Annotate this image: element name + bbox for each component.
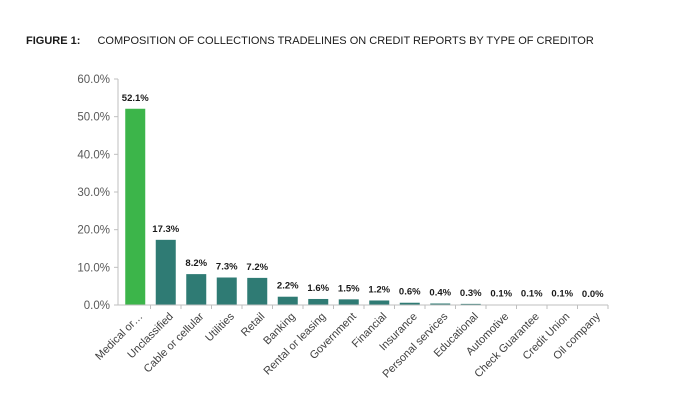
y-tick-label: 0.0% — [84, 300, 110, 312]
bar — [308, 298, 329, 305]
bar — [216, 277, 237, 305]
data-label: 17.3% — [152, 224, 179, 235]
bar — [186, 274, 207, 305]
bar — [460, 303, 481, 305]
data-label: 7.2% — [246, 262, 268, 273]
y-tick-label: 50.0% — [77, 112, 110, 124]
data-label: 0.1% — [551, 289, 573, 300]
y-axis: 0.0% 10.0% 20.0% 30.0% 40.0% 50.0% 60.0% — [77, 74, 119, 312]
data-label: 1.2% — [368, 284, 390, 295]
bar — [430, 303, 451, 305]
data-label: 0.1% — [521, 289, 543, 300]
bar — [277, 296, 298, 305]
data-labels: 52.1% 17.3% 8.2% 7.3% 7.2% 2.2% 1.6% 1.5% 1.2% 0.… — [122, 93, 604, 300]
bar — [247, 277, 268, 305]
y-tick-label: 20.0% — [77, 225, 110, 237]
data-label: 1.5% — [338, 283, 360, 294]
data-label: 0.1% — [490, 289, 512, 300]
data-label: 0.3% — [460, 288, 482, 299]
figure-header: FIGURE 1: COMPOSITION OF COLLECTIONS TRA… — [26, 35, 594, 47]
data-label: 0.4% — [429, 287, 451, 298]
y-tick-label: 30.0% — [77, 187, 110, 199]
data-label: 52.1% — [122, 93, 149, 104]
bar — [338, 299, 359, 305]
data-label: 1.6% — [307, 283, 329, 294]
data-label: 8.2% — [185, 258, 207, 269]
y-tick-label: 10.0% — [77, 262, 110, 274]
bar — [369, 300, 390, 305]
bar — [155, 239, 176, 305]
bars — [125, 108, 573, 305]
data-label: 7.3% — [216, 262, 238, 273]
data-label: 2.2% — [277, 281, 299, 292]
data-label: 0.0% — [582, 289, 604, 300]
data-label: 0.6% — [399, 287, 421, 298]
bar — [125, 108, 146, 305]
y-tick-label: 40.0% — [77, 149, 110, 161]
x-tick-label: Retail — [239, 311, 267, 339]
bar — [399, 302, 420, 305]
figure-title: COMPOSITION OF COLLECTIONS TRADELINES ON… — [97, 35, 594, 47]
figure-label: FIGURE 1: — [26, 35, 81, 47]
y-tick-label: 60.0% — [77, 74, 110, 86]
x-tick-label: Utilities — [203, 310, 237, 344]
